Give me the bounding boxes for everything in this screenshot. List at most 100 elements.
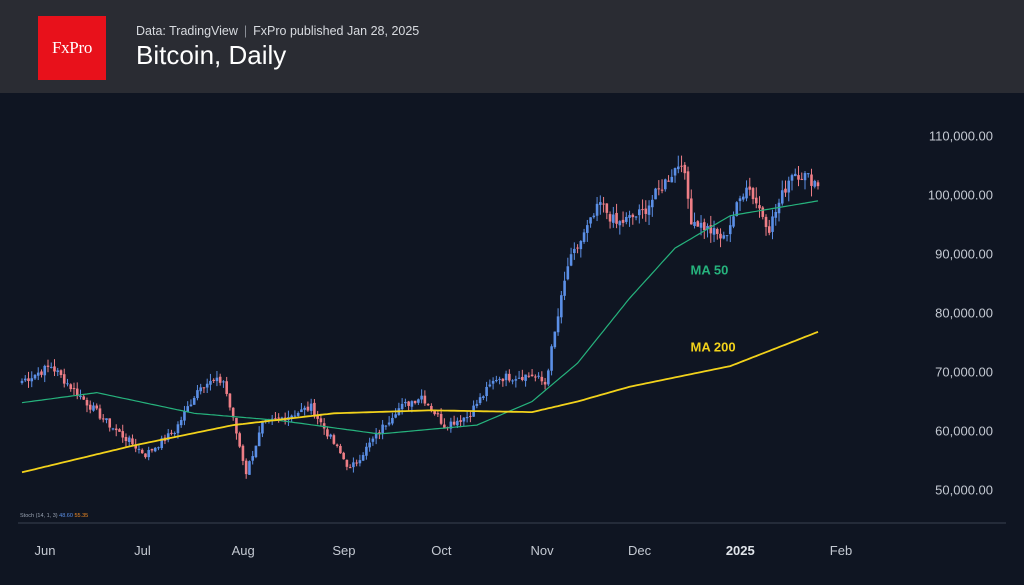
candle [384,425,388,430]
candle [23,375,27,383]
candle [114,424,118,437]
candle [793,168,797,177]
candle [693,212,696,229]
candle-body [124,436,128,442]
candle [501,378,505,387]
candle [790,173,794,191]
y-tick-label: 60,000.00 [935,424,993,439]
candle-body [699,222,703,228]
candle [33,374,37,380]
candle [647,200,651,226]
candle [75,382,79,400]
candle [46,359,50,373]
candle-body [322,423,326,429]
candle [352,457,355,473]
candle-body [374,432,378,439]
candle [488,379,492,388]
candle [196,384,199,401]
candle-body [43,365,47,376]
candle [244,458,248,479]
candle-body [98,408,102,419]
candle [387,416,391,427]
candle-body [49,366,53,368]
candle-body [361,455,365,461]
candle [475,399,479,409]
candle-body [540,376,544,382]
candle-body [521,376,524,380]
candle-body [758,205,761,209]
candle [482,395,485,401]
candle [683,162,687,180]
candle [316,410,319,425]
candle [686,166,690,209]
candle-body [244,460,248,475]
candle-body [30,378,34,382]
candle [456,417,459,428]
candle [816,180,820,190]
candle-body [150,449,154,451]
candle-body [693,222,696,226]
candle [784,180,787,197]
candle [449,417,453,433]
candle [339,443,342,454]
candle-body [371,438,375,442]
candle [676,155,680,174]
candle [621,211,625,227]
candle [98,404,102,421]
candle-body [85,399,89,406]
candle [368,437,371,452]
candle-body [485,386,488,397]
candle-body [218,376,222,383]
candle-body [806,173,810,175]
candle [612,206,615,228]
candle [761,205,765,220]
candle [218,373,222,386]
price-chart: MA 50 MA 200 50,000.00 60,000.00 70,000.00 8… [18,129,1006,558]
candle [189,399,193,407]
candle [556,308,560,336]
candle [358,454,362,467]
candle-body [114,428,118,431]
candle-body [527,375,531,377]
candle [628,210,631,227]
candle [625,212,628,225]
candle [797,165,800,187]
candle-body [309,403,313,411]
candle-body [803,173,807,181]
candle-body [722,235,726,239]
candle-body [378,432,381,434]
candle [231,407,235,421]
axes-layer: 50,000.00 60,000.00 70,000.00 80,000.00 90,0… [18,129,1006,558]
candle-body [365,446,368,456]
candle-body [345,459,349,467]
candle-body [170,432,173,434]
candle-body [348,467,352,469]
candle-body [706,225,709,230]
candle [767,219,771,236]
candle-body [433,410,436,415]
candle [118,428,121,432]
candle-body [488,384,492,387]
candle [592,213,596,219]
candle-body [192,397,196,405]
candle-body [602,203,605,205]
candle-body [508,373,511,381]
x-tick-label: Jul [134,543,151,558]
candle-body [813,180,817,187]
candle-body [524,374,527,381]
stoch-value-d: 55.35 [74,513,88,519]
candle [508,369,511,383]
candle-body [667,180,670,182]
candle-body [144,453,147,458]
candle [108,418,112,432]
candle-body [339,445,342,454]
candle [205,378,209,394]
x-tick-label: Jun [35,543,56,558]
x-tick-label: Aug [232,543,255,558]
candle-body [131,438,134,445]
candle-body [296,412,300,416]
candle-body [290,415,293,418]
candle [144,453,147,459]
candle [186,401,189,413]
candle [225,376,228,397]
